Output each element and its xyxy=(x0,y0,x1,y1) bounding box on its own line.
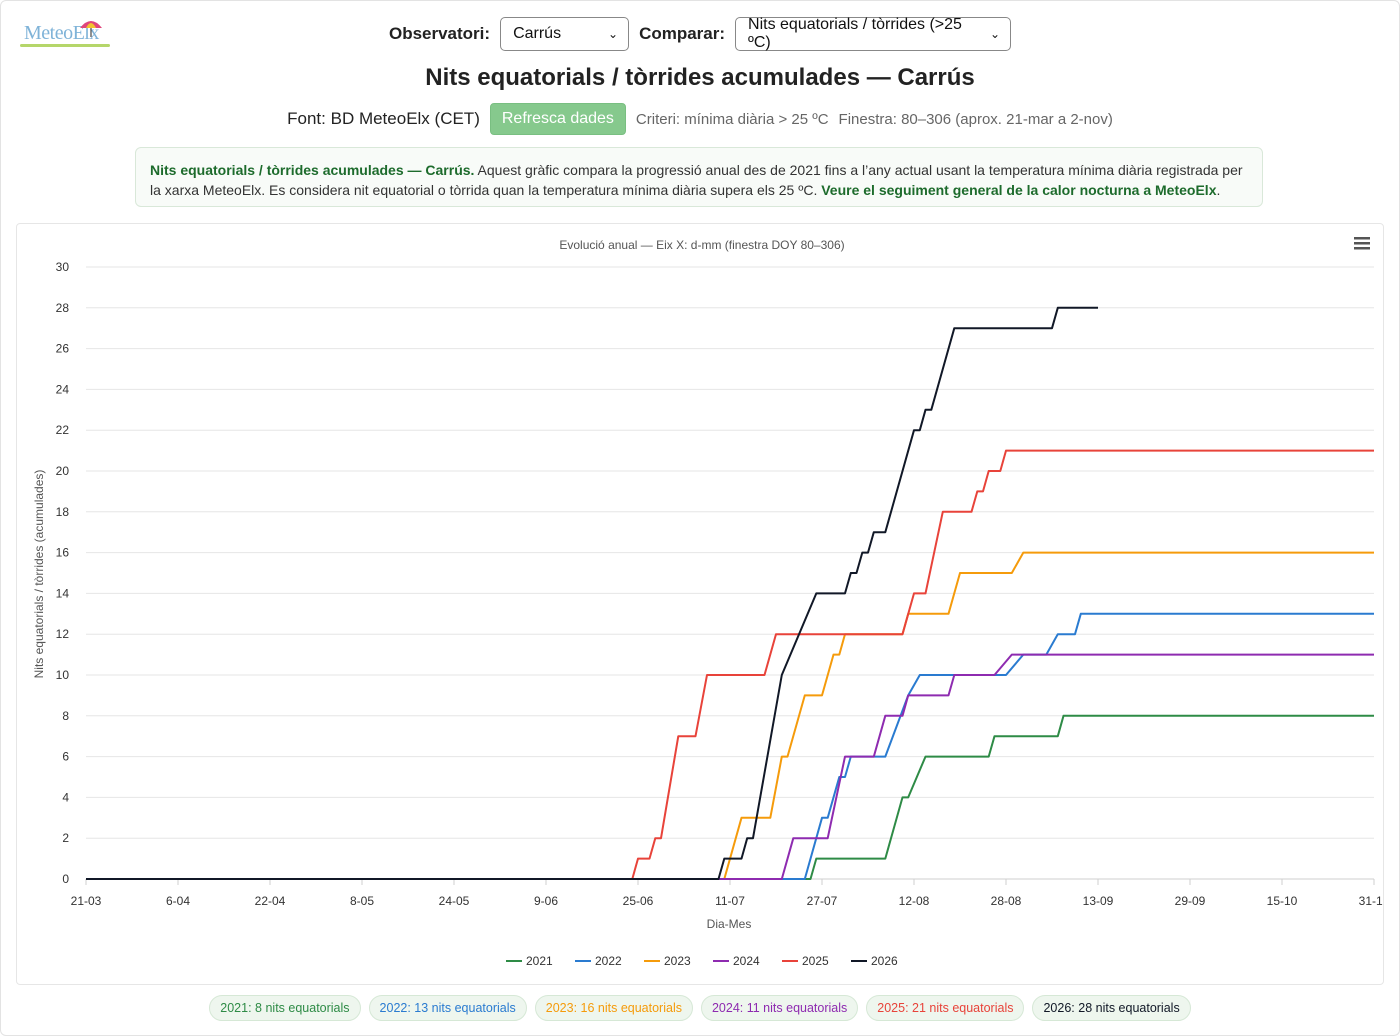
legend-label: 2021 xyxy=(526,954,553,968)
legend-label: 2022 xyxy=(595,954,622,968)
chevron-down-icon: ⌄ xyxy=(989,27,1001,41)
chart-legend: 2021 2022 2023 2024 2025 2026 xyxy=(506,954,898,968)
x-tick-label: 12-08 xyxy=(899,894,930,908)
y-axis-label: Nits equatorials / tòrrides (acumulades) xyxy=(32,470,46,679)
series-lines xyxy=(86,306,1374,880)
y-tick-label: 28 xyxy=(56,301,70,315)
x-tick-label: 27-07 xyxy=(807,894,838,908)
observatori-select[interactable]: Carrús ⌄ xyxy=(500,17,630,51)
window-text: Finestra: 80–306 (aprox. 21-mar a 2-nov) xyxy=(838,110,1113,128)
y-tick-label: 30 xyxy=(56,260,70,274)
y-tick-label: 4 xyxy=(62,790,69,804)
heat-tracking-link[interactable]: Veure el seguiment general de la calor n… xyxy=(821,182,1217,198)
chevron-down-icon: ⌄ xyxy=(608,27,619,41)
series-line-2023[interactable] xyxy=(86,551,1374,880)
x-tick-label: 21-03 xyxy=(71,894,102,908)
x-tick-label: 13-09 xyxy=(1083,894,1114,908)
observatori-label: Observatori: xyxy=(388,24,491,43)
x-axis-ticks: 21-03 6-04 22-04 8-05 24-05 9-06 25-06 11-07 27-… xyxy=(71,879,1390,908)
chart-title: Evolució anual — Eix X: d-mm (finestra D… xyxy=(559,238,844,252)
y-tick-label: 22 xyxy=(56,423,70,437)
comparar-label: Comparar: xyxy=(639,24,726,43)
y-tick-label: 10 xyxy=(56,668,70,682)
data-source: Font: BD MeteoElx (CET) xyxy=(287,109,480,128)
comparar-select-value: Nits equatorials / tòrrides (>25 ºC) xyxy=(748,16,962,51)
summary-badge: 2025: 21 nits equatorials xyxy=(866,995,1025,1021)
umbrella-icon xyxy=(80,21,102,37)
summary-badge: 2026: 28 nits equatorials xyxy=(1032,995,1191,1021)
chart-container: 0 2 4 6 8 10 12 14 16 18 20 22 24 26 28 30 21-03 6-04 22-… xyxy=(16,223,1390,985)
series-line-2025[interactable] xyxy=(86,449,1374,880)
logo-underline xyxy=(20,44,110,47)
legend-item-2024[interactable]: 2024 xyxy=(713,954,760,968)
x-tick-label: 25-06 xyxy=(623,894,654,908)
summary-badge: 2022: 13 nits equatorials xyxy=(368,995,527,1021)
legend-label: 2023 xyxy=(664,954,691,968)
page-title: Nits equatorials / tòrrides acumulades —… xyxy=(425,64,975,91)
x-tick-label: 11-07 xyxy=(715,894,745,908)
summary-badge: 2021: 8 nits equatorials xyxy=(209,995,361,1021)
y-tick-label: 20 xyxy=(56,464,70,478)
y-tick-label: 6 xyxy=(62,750,69,764)
legend-item-2026[interactable]: 2026 xyxy=(851,954,898,968)
legend-label: 2025 xyxy=(802,954,829,968)
selector-bar: Observatori: Carrús ⌄ Comparar: Nits equ… xyxy=(0,16,1400,52)
comparar-select[interactable]: Nits equatorials / tòrrides (>25 ºC) ⌄ xyxy=(735,16,1012,51)
x-axis-label: Dia-Mes xyxy=(707,917,752,931)
meteoelx-logo[interactable]: MeteoElx xyxy=(20,16,112,48)
summary-badge: 2023: 16 nits equatorials xyxy=(534,995,693,1021)
x-tick-label: 6-04 xyxy=(166,894,190,908)
series-line-2026[interactable] xyxy=(86,306,1098,880)
note-tail: . xyxy=(1216,182,1221,198)
series-line-2021[interactable] xyxy=(86,714,1374,880)
y-tick-label: 14 xyxy=(56,586,70,600)
refresh-button[interactable]: Refresca dades xyxy=(489,103,626,135)
y-tick-label: 16 xyxy=(56,546,70,560)
grid-lines xyxy=(86,266,1374,880)
note-heading: Nits equatorials / tòrrides acumulades —… xyxy=(150,162,475,178)
criterion-text: Criteri: mínima diària > 25 ºC xyxy=(635,110,829,128)
y-tick-label: 2 xyxy=(62,831,69,845)
x-tick-label: 24-05 xyxy=(439,894,470,908)
x-tick-label: 15-10 xyxy=(1267,894,1298,908)
info-bar: Font: BD MeteoElx (CET) Refresca dades C… xyxy=(0,103,1400,135)
x-tick-label: 29-09 xyxy=(1175,894,1206,908)
y-tick-label: 8 xyxy=(62,709,69,723)
legend-item-2023[interactable]: 2023 xyxy=(644,954,691,968)
x-tick-label: 28-08 xyxy=(991,894,1022,908)
note-text: Aquest gràfic compara la progressió anua… xyxy=(150,162,1243,198)
x-tick-label: 22-04 xyxy=(255,894,286,908)
y-tick-label: 0 xyxy=(62,872,69,886)
x-tick-label: 31-10 xyxy=(1359,894,1383,908)
observatori-select-value: Carrús xyxy=(513,25,562,42)
x-tick-label: 9-06 xyxy=(534,894,558,908)
series-line-2024[interactable] xyxy=(86,653,1374,880)
legend-item-2025[interactable]: 2025 xyxy=(782,954,829,968)
description-note: Nits equatorials / tòrrides acumulades —… xyxy=(135,147,1263,207)
legend-label: 2024 xyxy=(733,954,760,968)
summary-badges: 2021: 8 nits equatorials 2022: 13 nits eq… xyxy=(0,995,1400,1021)
legend-label: 2026 xyxy=(871,954,898,968)
legend-item-2022[interactable]: 2022 xyxy=(575,954,622,968)
legend-item-2021[interactable]: 2021 xyxy=(506,954,553,968)
y-tick-label: 24 xyxy=(56,382,70,396)
y-tick-label: 12 xyxy=(56,627,70,641)
y-tick-label: 18 xyxy=(56,505,70,519)
menu-icon[interactable] xyxy=(1354,237,1370,250)
series-line-2022[interactable] xyxy=(86,612,1374,880)
x-tick-label: 8-05 xyxy=(350,894,374,908)
summary-badge: 2024: 11 nits equatorials xyxy=(700,995,859,1021)
y-tick-label: 26 xyxy=(56,342,70,356)
